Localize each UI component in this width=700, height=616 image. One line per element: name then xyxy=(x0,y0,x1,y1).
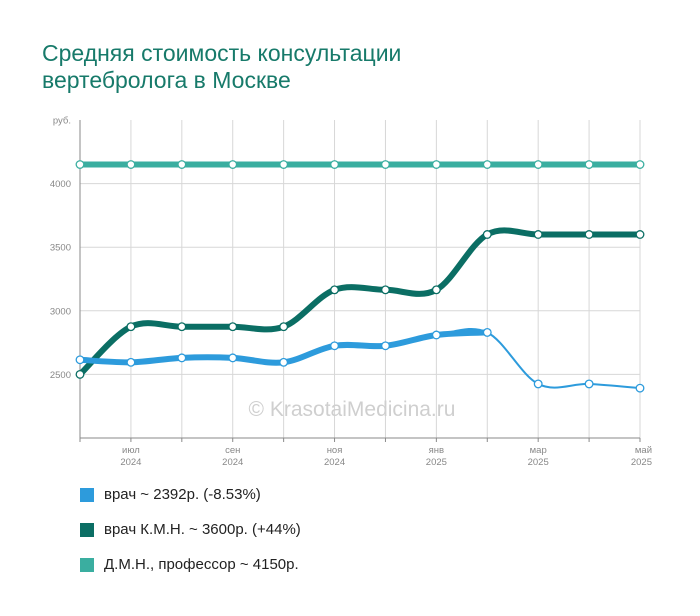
series-layer xyxy=(77,161,643,390)
x-tick-label-month: июл xyxy=(122,445,140,456)
data-point-doctor[interactable] xyxy=(279,357,289,367)
watermark: © KrasotaiMedicina.ru xyxy=(249,398,456,421)
points-layer xyxy=(75,160,645,393)
data-point-professor[interactable] xyxy=(635,160,645,169)
y-tick-label: 3000 xyxy=(50,306,71,317)
data-point-doctor[interactable] xyxy=(381,341,390,351)
data-point-candidate[interactable] xyxy=(279,322,289,332)
legend-swatch-candidate xyxy=(80,523,94,537)
data-point-candidate[interactable] xyxy=(635,230,645,239)
legend-label-professor: Д.М.Н., профессор ~ 4150р. xyxy=(104,556,299,573)
data-point-professor[interactable] xyxy=(482,160,492,169)
data-point-doctor[interactable] xyxy=(431,330,441,340)
data-point-candidate[interactable] xyxy=(75,369,85,379)
data-point-candidate[interactable] xyxy=(381,285,390,295)
data-point-doctor[interactable] xyxy=(126,357,136,367)
legend-label-doctor: врач ~ 2392р. (-8.53%) xyxy=(104,486,261,503)
data-point-professor[interactable] xyxy=(381,160,390,169)
series-doctor xyxy=(77,328,641,390)
data-point-professor[interactable] xyxy=(330,160,339,169)
x-tick-label-year: 2024 xyxy=(222,457,243,468)
data-point-candidate[interactable] xyxy=(431,285,441,295)
data-point-professor[interactable] xyxy=(126,160,136,169)
x-tick-label-year: 2025 xyxy=(528,457,549,468)
chart-title: Средняя стоимость консультации вертеброл… xyxy=(42,40,642,94)
data-point-doctor[interactable] xyxy=(177,353,187,363)
data-point-professor[interactable] xyxy=(75,160,85,169)
chart-title-line-2: вертебролога в Москве xyxy=(42,67,291,93)
x-tick-label-month: мар xyxy=(530,445,547,456)
legend-swatch-professor xyxy=(80,558,94,572)
y-tick-label: 2500 xyxy=(50,370,71,381)
x-tick-label-year: 2024 xyxy=(324,457,345,468)
x-tick-label-year: 2024 xyxy=(120,457,141,468)
y-tick-label: 3500 xyxy=(50,243,71,254)
series-line-candidate[interactable] xyxy=(79,229,640,376)
data-point-candidate[interactable] xyxy=(177,322,187,332)
data-point-doctor[interactable] xyxy=(330,341,339,351)
y-axis-unit-label: руб. xyxy=(53,116,71,127)
data-point-professor[interactable] xyxy=(584,160,594,169)
legend-label-candidate: врач К.М.Н. ~ 3600р. (+44%) xyxy=(104,521,301,538)
data-point-doctor[interactable] xyxy=(75,355,85,365)
data-point-candidate[interactable] xyxy=(330,285,339,295)
data-point-professor[interactable] xyxy=(177,160,187,169)
data-point-professor[interactable] xyxy=(279,160,289,169)
x-tick-label-month: янв xyxy=(429,445,444,456)
data-point-doctor[interactable] xyxy=(482,327,492,337)
grid-layer: 2500300035004000руб.июл2024сен2024ноя202… xyxy=(50,116,652,469)
data-point-professor[interactable] xyxy=(228,160,238,169)
x-tick-label-year: 2025 xyxy=(631,457,652,468)
data-point-candidate[interactable] xyxy=(482,230,492,239)
data-point-doctor[interactable] xyxy=(635,383,645,393)
line-chart: 2500300035004000руб.июл2024сен2024ноя202… xyxy=(50,116,652,469)
chart-title-line-1: Средняя стоимость консультации xyxy=(42,40,402,66)
x-tick-label-month: сен xyxy=(225,445,240,456)
y-tick-label: 4000 xyxy=(50,179,71,190)
data-point-candidate[interactable] xyxy=(228,322,238,332)
data-point-doctor[interactable] xyxy=(533,379,543,389)
data-point-candidate[interactable] xyxy=(533,230,543,239)
data-point-candidate[interactable] xyxy=(584,230,594,239)
legend-swatch-doctor xyxy=(80,488,94,502)
data-point-professor[interactable] xyxy=(533,160,543,169)
x-tick-label-year: 2025 xyxy=(426,457,447,468)
data-point-doctor[interactable] xyxy=(584,379,594,389)
data-point-doctor[interactable] xyxy=(228,353,238,363)
data-point-candidate[interactable] xyxy=(126,322,136,332)
series-candidate xyxy=(77,227,643,378)
series-highlight-candidate xyxy=(77,227,643,378)
data-point-professor[interactable] xyxy=(431,160,441,169)
x-tick-label-month: май xyxy=(635,445,652,456)
x-tick-label-month: ноя xyxy=(327,445,343,456)
